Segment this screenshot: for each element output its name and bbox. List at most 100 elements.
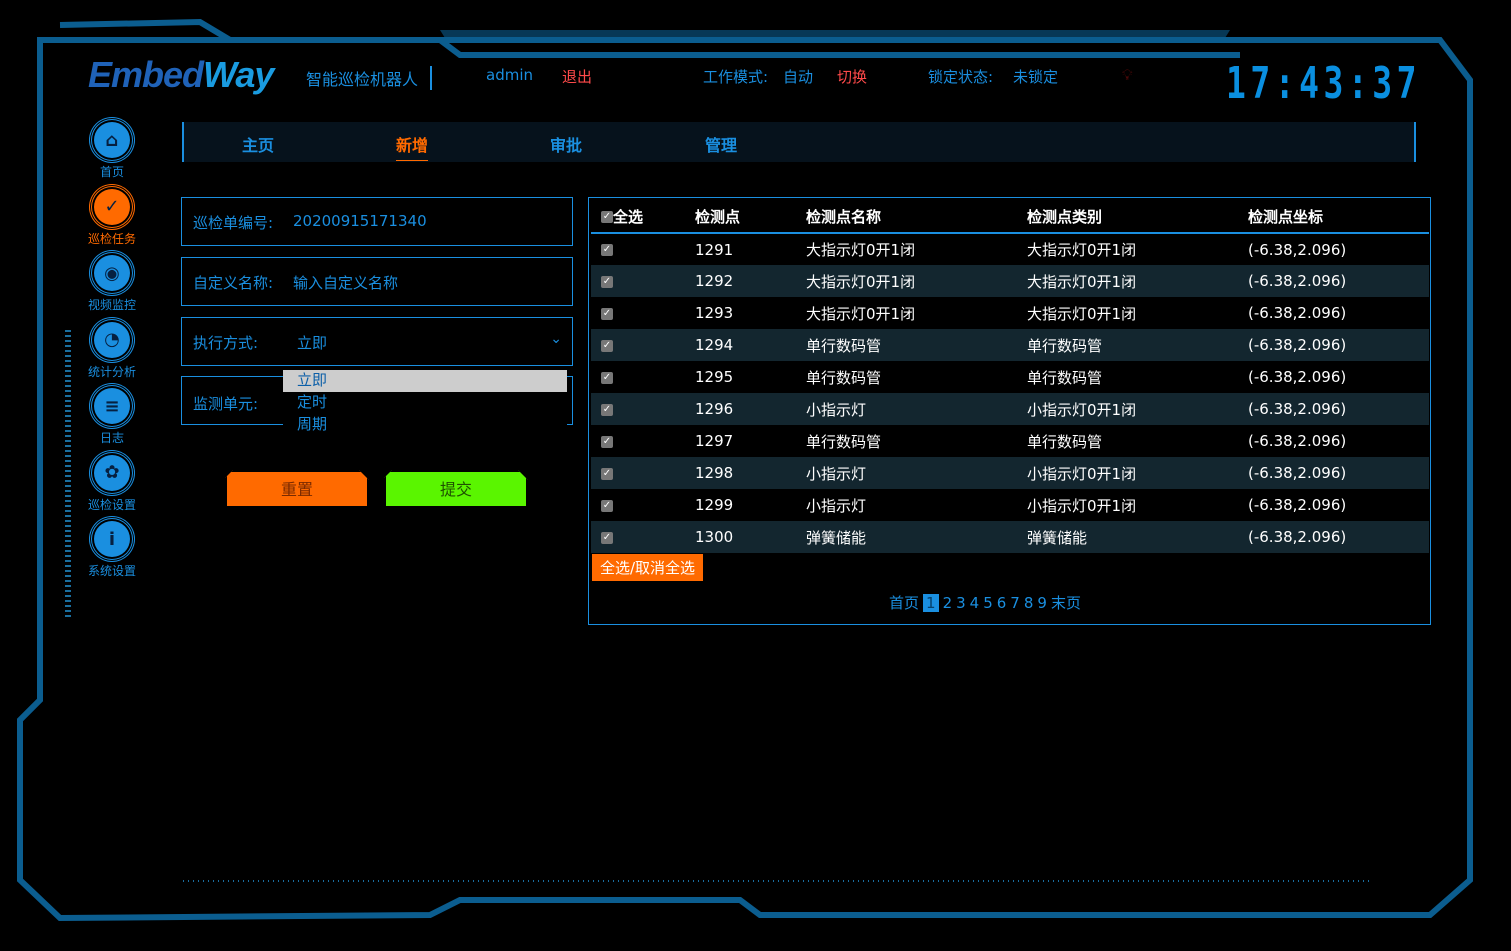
- option-immediate[interactable]: 立即: [283, 370, 567, 392]
- cell-name: 小指示灯: [806, 457, 1027, 489]
- lock-value: 未锁定: [1013, 68, 1059, 86]
- pie-chart-icon: ◔: [94, 321, 130, 358]
- sidebar-item-video[interactable]: ◉ 视频监控: [80, 255, 144, 322]
- page-link[interactable]: 4: [969, 594, 980, 612]
- table-row[interactable]: ✓ 1294 单行数码管 单行数码管 (-6.38,2.096): [591, 329, 1429, 361]
- page-link[interactable]: 1: [923, 594, 939, 612]
- cell-name: 大指示灯0开1闭: [806, 304, 916, 323]
- sidebar-item-label: 巡检设置: [87, 497, 136, 512]
- last-page-link[interactable]: 末页: [1050, 594, 1081, 612]
- table-row[interactable]: ✓ 1296 小指示灯 小指示灯0开1闭 (-6.38,2.096): [591, 393, 1429, 425]
- cell-type: 小指示灯0开1闭: [1027, 393, 1248, 425]
- cell-point: 1291: [695, 240, 734, 259]
- first-page-link[interactable]: 首页: [889, 594, 920, 612]
- cell-name: 大指示灯0开1闭: [806, 265, 1027, 297]
- table-row[interactable]: ✓ 1293 大指示灯0开1闭 大指示灯0开1闭 (-6.38,2.096): [591, 297, 1429, 329]
- row-checkbox[interactable]: ✓: [601, 339, 613, 352]
- row-checkbox[interactable]: ✓: [601, 371, 613, 384]
- switch-mode-link[interactable]: 切换: [837, 68, 868, 86]
- table-row[interactable]: ✓ 1291 大指示灯0开1闭 大指示灯0开1闭 (-6.38,2.096): [591, 233, 1429, 265]
- tab-bar: 主页 新增 审批 管理: [182, 122, 1416, 162]
- username: admin: [486, 66, 533, 84]
- row-checkbox[interactable]: ✓: [601, 403, 613, 416]
- header-name: 检测点名称: [806, 198, 1027, 234]
- page-link[interactable]: 8: [1023, 594, 1034, 612]
- row-checkbox[interactable]: ✓: [601, 307, 613, 320]
- row-checkbox[interactable]: ✓: [601, 275, 613, 288]
- cell-coord: (-6.38,2.096): [1248, 240, 1347, 259]
- table-row[interactable]: ✓ 1298 小指示灯 小指示灯0开1闭 (-6.38,2.096): [591, 457, 1429, 489]
- cell-type: 小指示灯0开1闭: [1027, 457, 1248, 489]
- row-checkbox[interactable]: ✓: [601, 531, 613, 544]
- header-point: 检测点: [695, 198, 806, 234]
- reset-button[interactable]: 重置: [225, 470, 369, 508]
- cell-point: 1292: [695, 265, 806, 297]
- app-subtitle: 智能巡检机器人: [306, 66, 433, 90]
- page-link[interactable]: 9: [1037, 594, 1047, 612]
- cell-type: 弹簧储能: [1027, 521, 1248, 553]
- logout-link[interactable]: 退出: [562, 68, 593, 86]
- toggle-all-button[interactable]: 全选/取消全选: [592, 554, 704, 581]
- checkpoint-table: ✓ 全选 检测点 检测点名称 检测点类别 检测点坐标 ✓ 1291 大指示灯0开1闭大…: [588, 197, 1431, 625]
- table-row[interactable]: ✓ 1297 单行数码管 单行数码管 (-6.38,2.096): [591, 425, 1429, 457]
- table-row[interactable]: ✓ 1295 单行数码管 单行数码管 (-6.38,2.096): [591, 361, 1429, 393]
- sidebar-item-home[interactable]: ⌂ 首页: [80, 122, 144, 189]
- sidebar-item-label: 统计分析: [87, 364, 136, 379]
- cell-coord: (-6.38,2.096): [1248, 496, 1347, 514]
- pagination: 首页 1 2 3 4 5 6 7 8 9 末页: [889, 592, 1085, 613]
- sidebar-item-log[interactable]: ≡ 日志: [80, 388, 144, 455]
- cell-coord: (-6.38,2.096): [1248, 265, 1429, 297]
- select-all-checkbox[interactable]: ✓: [601, 211, 613, 223]
- option-periodic[interactable]: 周期: [297, 415, 328, 433]
- table-row[interactable]: ✓ 1300 弹簧储能 弹簧储能 (-6.38,2.096): [591, 521, 1429, 553]
- page-link[interactable]: 6: [996, 594, 1007, 612]
- table-row[interactable]: ✓ 1299 小指示灯 小指示灯0开1闭 (-6.38,2.096): [591, 489, 1429, 521]
- sidebar-item-label: 系统设置: [87, 564, 136, 578]
- cell-name: 小指示灯: [806, 496, 867, 515]
- cell-coord: (-6.38,2.096): [1248, 368, 1347, 386]
- cell-point: 1294: [695, 329, 806, 361]
- submit-button[interactable]: 提交: [384, 470, 528, 508]
- cell-name: 单行数码管: [806, 368, 882, 387]
- sidebar-item-system-settings[interactable]: i 系统设置: [80, 521, 144, 588]
- page-link[interactable]: 7: [1010, 594, 1020, 612]
- cell-name: 小指示灯: [806, 393, 1027, 425]
- cell-type: 单行数码管: [1027, 368, 1103, 387]
- info-icon: i: [94, 521, 130, 557]
- exec-mode-select[interactable]: 执行方式: 立即 ⌄: [181, 317, 573, 366]
- custom-name-label: 自定义名称:: [193, 274, 274, 292]
- page-link[interactable]: 2: [942, 594, 953, 612]
- row-checkbox[interactable]: ✓: [601, 499, 613, 512]
- page-link[interactable]: 5: [983, 594, 993, 612]
- sidebar-item-task[interactable]: ✓ 巡检任务: [80, 188, 144, 256]
- page-link[interactable]: 3: [956, 594, 966, 612]
- custom-name-placeholder: 输入自定义名称: [293, 274, 399, 292]
- tab-approve[interactable]: 审批: [550, 136, 583, 155]
- cell-point: 1295: [695, 368, 734, 386]
- inspection-id-value: 20200915171340: [293, 212, 427, 230]
- cell-type: 大指示灯0开1闭: [1027, 241, 1137, 259]
- cell-name: 单行数码管: [806, 329, 1027, 361]
- row-checkbox[interactable]: ✓: [601, 435, 613, 448]
- table-row[interactable]: ✓ 1292 大指示灯0开1闭 大指示灯0开1闭 (-6.38,2.096): [591, 265, 1429, 297]
- cell-type: 大指示灯0开1闭: [1027, 304, 1137, 323]
- option-scheduled[interactable]: 定时: [297, 393, 328, 411]
- tab-add[interactable]: 新增: [396, 132, 429, 161]
- tab-home[interactable]: 主页: [242, 136, 275, 155]
- custom-name-input[interactable]: 自定义名称: 输入自定义名称: [181, 257, 573, 306]
- row-checkbox[interactable]: ✓: [601, 244, 613, 256]
- cell-type: 小指示灯0开1闭: [1027, 496, 1137, 515]
- cell-point: 1297: [695, 432, 734, 450]
- tab-manage[interactable]: 管理: [705, 136, 738, 155]
- cell-type: 单行数码管: [1027, 329, 1248, 361]
- monitor-unit-label: 监测单元:: [193, 395, 259, 413]
- sidebar-item-label: 首页: [99, 165, 124, 179]
- clock: 17:43:37: [1226, 58, 1421, 109]
- sidebar-item-stats[interactable]: ◔ 统计分析: [80, 321, 144, 389]
- inspection-id-field: 巡检单编号: 20200915171340: [181, 197, 573, 246]
- sidebar-item-inspect-settings[interactable]: ✿ 巡检设置: [80, 454, 144, 522]
- row-checkbox[interactable]: ✓: [601, 467, 613, 480]
- lock-label: 锁定状态:: [928, 68, 994, 86]
- clipboard-check-icon: ✓: [94, 188, 130, 225]
